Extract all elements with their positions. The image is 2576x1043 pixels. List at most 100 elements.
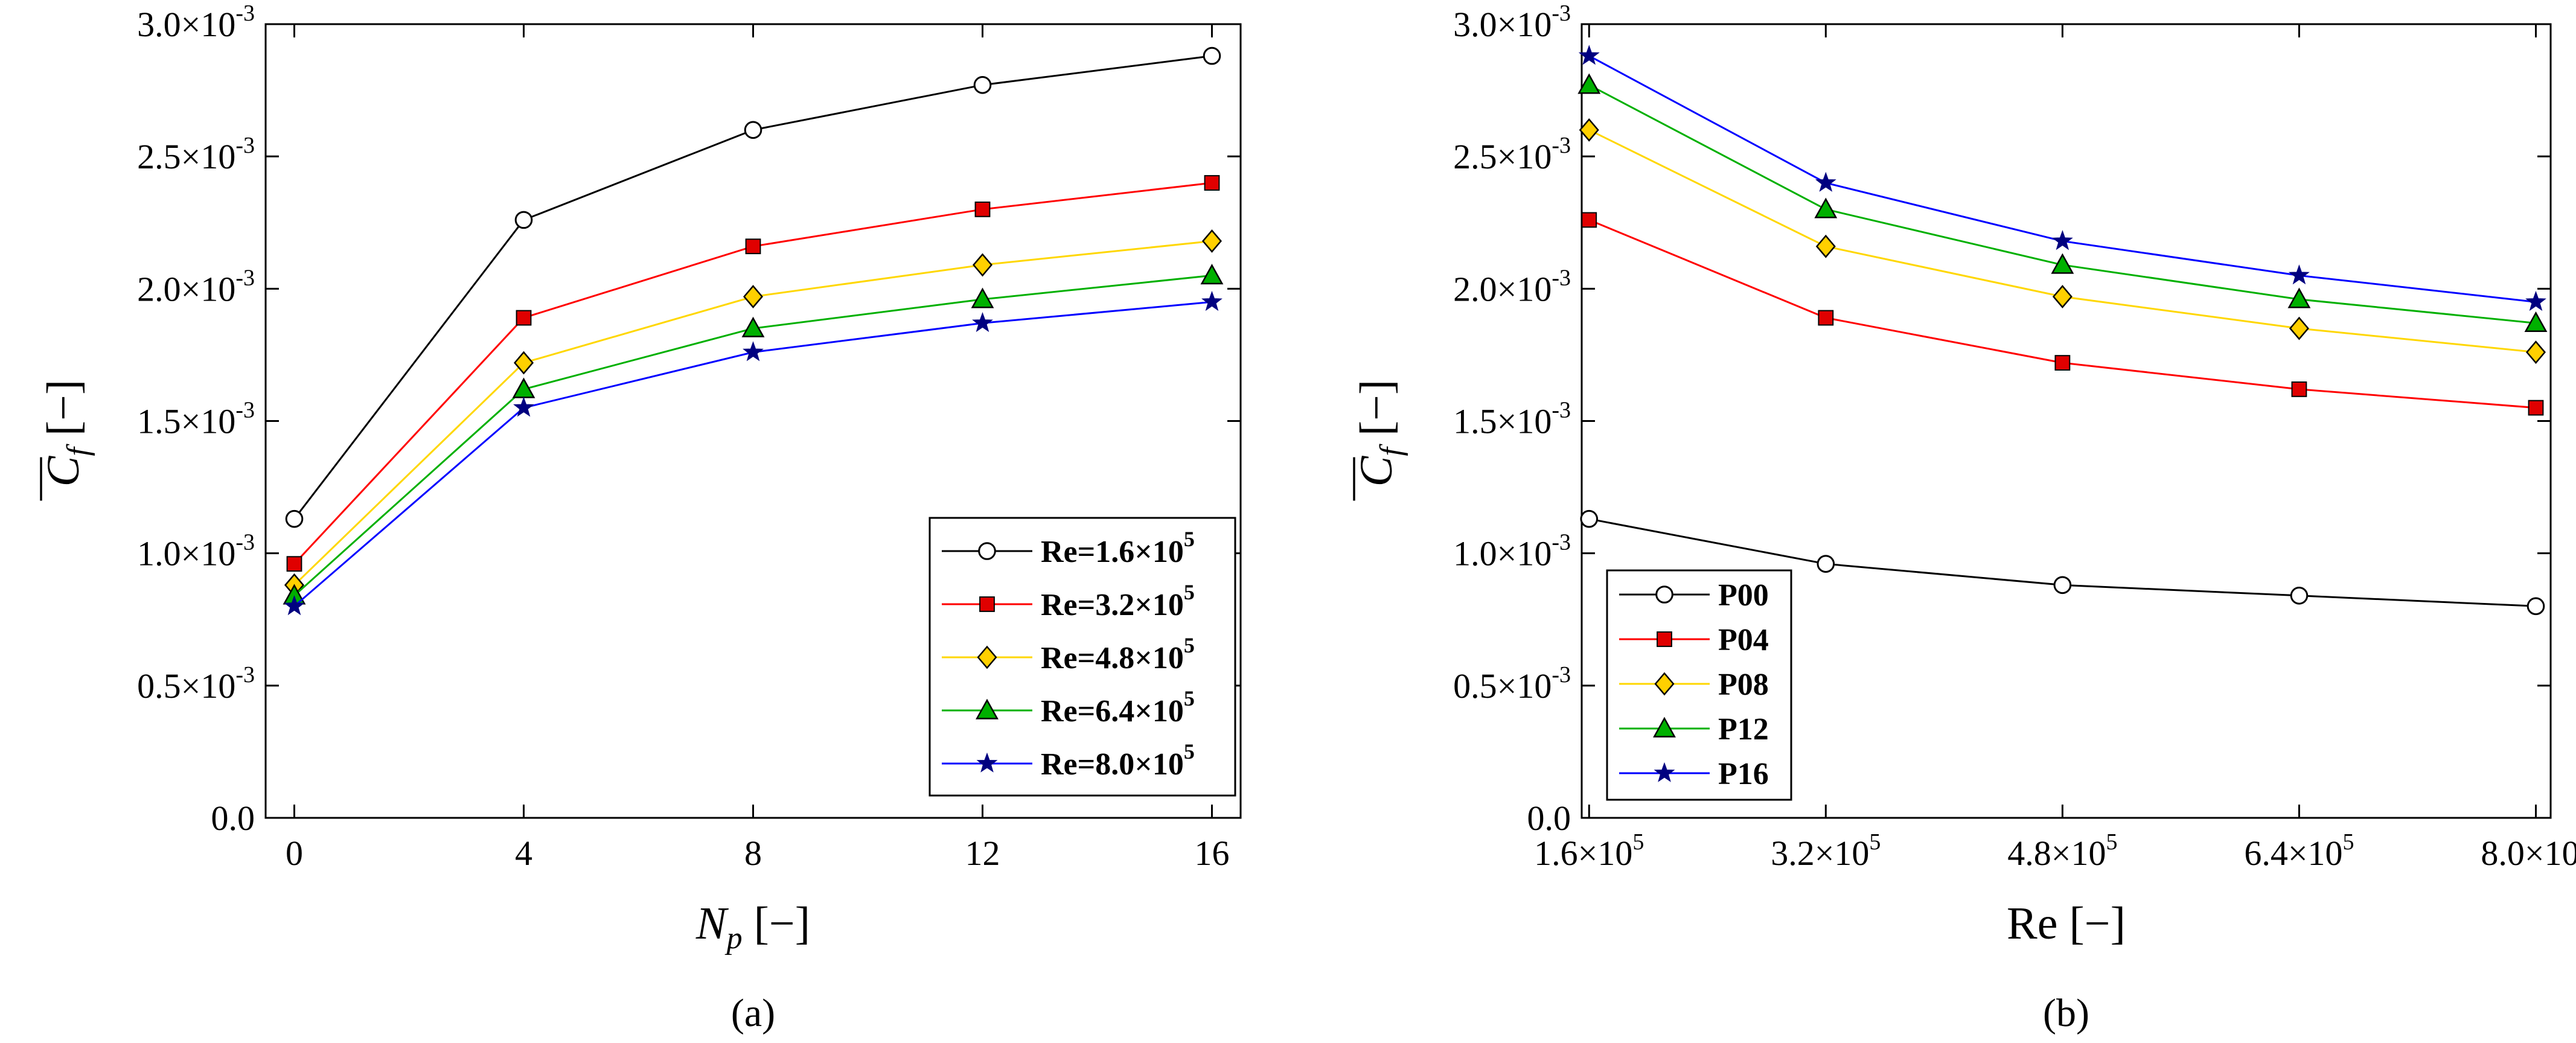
x-axis-label: Np [−]: [695, 898, 810, 955]
data-point-s4-1: [1815, 171, 1836, 192]
panel-caption: (b): [2043, 991, 2089, 1035]
legend-label-4: Re=8.0×105: [1041, 739, 1195, 782]
legend-label-2: Re=4.8×105: [1041, 633, 1195, 675]
data-point-s0-4: [1203, 46, 1221, 65]
data-point-s1-0: [1581, 212, 1597, 228]
data-point-s3-3: [2287, 287, 2311, 308]
x-tick-label: 1.6×105: [1534, 829, 1644, 873]
x-tick-label: 6.4×105: [2244, 829, 2354, 873]
y-axis-label: Cf [−]: [1351, 380, 1408, 501]
y-axis-label: Cf [−]: [38, 380, 95, 501]
data-point-s4-4: [2525, 290, 2546, 311]
data-point-s0-3: [973, 76, 992, 94]
data-point-s0-3: [2290, 587, 2309, 605]
legend-marker-1: [1657, 631, 1672, 647]
y-tick-label: 0.0: [211, 799, 255, 838]
data-point-s1-2: [745, 238, 761, 255]
y-tick-label: 0.5×10-3: [137, 662, 255, 706]
data-point-s1-1: [1818, 310, 1834, 326]
data-point-s0-2: [744, 121, 762, 139]
y-tick-label: 0.0: [1527, 799, 1571, 838]
data-point-s4-0: [284, 595, 305, 616]
data-point-s2-0: [1579, 118, 1599, 142]
y-tick-label: 2.5×10-3: [137, 133, 255, 176]
y-tick-label: 1.0×10-3: [137, 530, 255, 573]
legend-label-3: Re=6.4×105: [1041, 686, 1195, 729]
legend-box: [928, 517, 1236, 797]
legend-marker-3: [1653, 716, 1676, 738]
legend-box: [1606, 569, 1792, 801]
y-axis-label-text: Cf [−]: [38, 380, 95, 487]
data-point-s0-4: [2526, 597, 2545, 616]
x-tick-label: 4.8×105: [2007, 829, 2117, 873]
data-point-s2-1: [1815, 234, 1836, 258]
x-tick-label: 16: [1195, 834, 1230, 873]
data-point-s4-2: [2052, 230, 2073, 250]
y-tick-label: 2.5×10-3: [1453, 133, 1571, 176]
data-point-s2-4: [1201, 229, 1222, 253]
y-tick-label: 3.0×10-3: [1453, 1, 1571, 44]
series-line-1: [1588, 219, 2536, 409]
chart-panel-a: 0.0 0.5×10-3 1.0×10-3 1.5×10-3 2.0×10-3 2.5×1…: [38, 1, 1242, 1035]
legend-label-3: P12: [1718, 712, 1769, 747]
y-tick-label: 1.5×10-3: [137, 398, 255, 441]
y-tick-label: 2.0×10-3: [137, 265, 255, 308]
legend-marker-2: [977, 645, 997, 669]
data-point-s2-3: [972, 253, 993, 277]
x-tick-label: 3.2×105: [1771, 829, 1881, 873]
y-tick-label: 0.5×10-3: [1453, 662, 1571, 706]
data-point-s4-4: [1201, 290, 1222, 311]
legend-label-1: Re=3.2×105: [1041, 580, 1195, 622]
legend-marker-4: [1654, 762, 1675, 782]
data-point-s4-2: [743, 341, 764, 362]
data-point-s1-4: [1204, 175, 1220, 191]
data-point-s1-4: [2528, 400, 2544, 416]
data-point-s3-1: [1814, 197, 1838, 218]
data-point-s0-0: [285, 509, 304, 528]
data-point-s3-4: [2524, 311, 2548, 333]
x-tick-label: 8.0×105: [2481, 829, 2576, 873]
legend-label-1: P04: [1718, 623, 1769, 657]
data-point-s3-3: [971, 287, 994, 308]
y-tick-label: 3.0×10-3: [137, 1, 255, 44]
data-point-s2-1: [513, 351, 534, 375]
legend-label-0: P00: [1718, 578, 1769, 613]
legend-label-2: P08: [1718, 668, 1769, 702]
legend-marker-2: [1654, 672, 1675, 696]
data-point-s1-3: [2291, 381, 2307, 397]
x-axis-label: Re [−]: [2007, 898, 2126, 949]
x-tick-label: 4: [515, 834, 532, 873]
data-point-s4-3: [2288, 264, 2310, 285]
data-point-s3-2: [2051, 253, 2074, 274]
legend-label-0: Re=1.6×105: [1041, 527, 1195, 569]
data-point-s4-3: [972, 311, 993, 333]
data-point-s0-1: [514, 211, 533, 229]
data-point-s1-0: [286, 556, 302, 572]
y-tick-label: 1.5×10-3: [1453, 398, 1571, 441]
data-point-s2-2: [2052, 285, 2073, 308]
data-point-s3-4: [1200, 264, 1224, 285]
data-point-s4-1: [513, 397, 534, 417]
data-point-s1-2: [2054, 355, 2071, 371]
x-tick-label: 12: [965, 834, 1000, 873]
data-point-s3-2: [741, 316, 765, 337]
x-tick-label: 0: [286, 834, 303, 873]
legend-marker-0: [1655, 585, 1673, 604]
legend-label-4: P16: [1718, 757, 1769, 791]
data-point-s0-0: [1580, 509, 1599, 528]
legend-marker-1: [979, 596, 995, 612]
legend-marker-0: [978, 542, 996, 560]
data-point-s1-1: [516, 310, 532, 326]
y-tick-label: 1.0×10-3: [1453, 530, 1571, 573]
chart-panel-b: 0.0 0.5×10-3 1.0×10-3 1.5×10-3 2.0×10-3 2.5×1…: [1351, 1, 2576, 1035]
y-axis-label-text: Cf [−]: [1351, 380, 1408, 487]
data-point-s0-1: [1817, 555, 1835, 573]
data-point-s0-2: [2053, 576, 2072, 595]
data-point-s3-0: [1577, 73, 1601, 94]
panel-caption: (a): [731, 991, 775, 1035]
data-point-s2-3: [2289, 316, 2309, 340]
data-point-s1-3: [974, 201, 991, 217]
y-tick-label: 2.0×10-3: [1453, 265, 1571, 308]
data-point-s2-4: [2525, 340, 2546, 364]
